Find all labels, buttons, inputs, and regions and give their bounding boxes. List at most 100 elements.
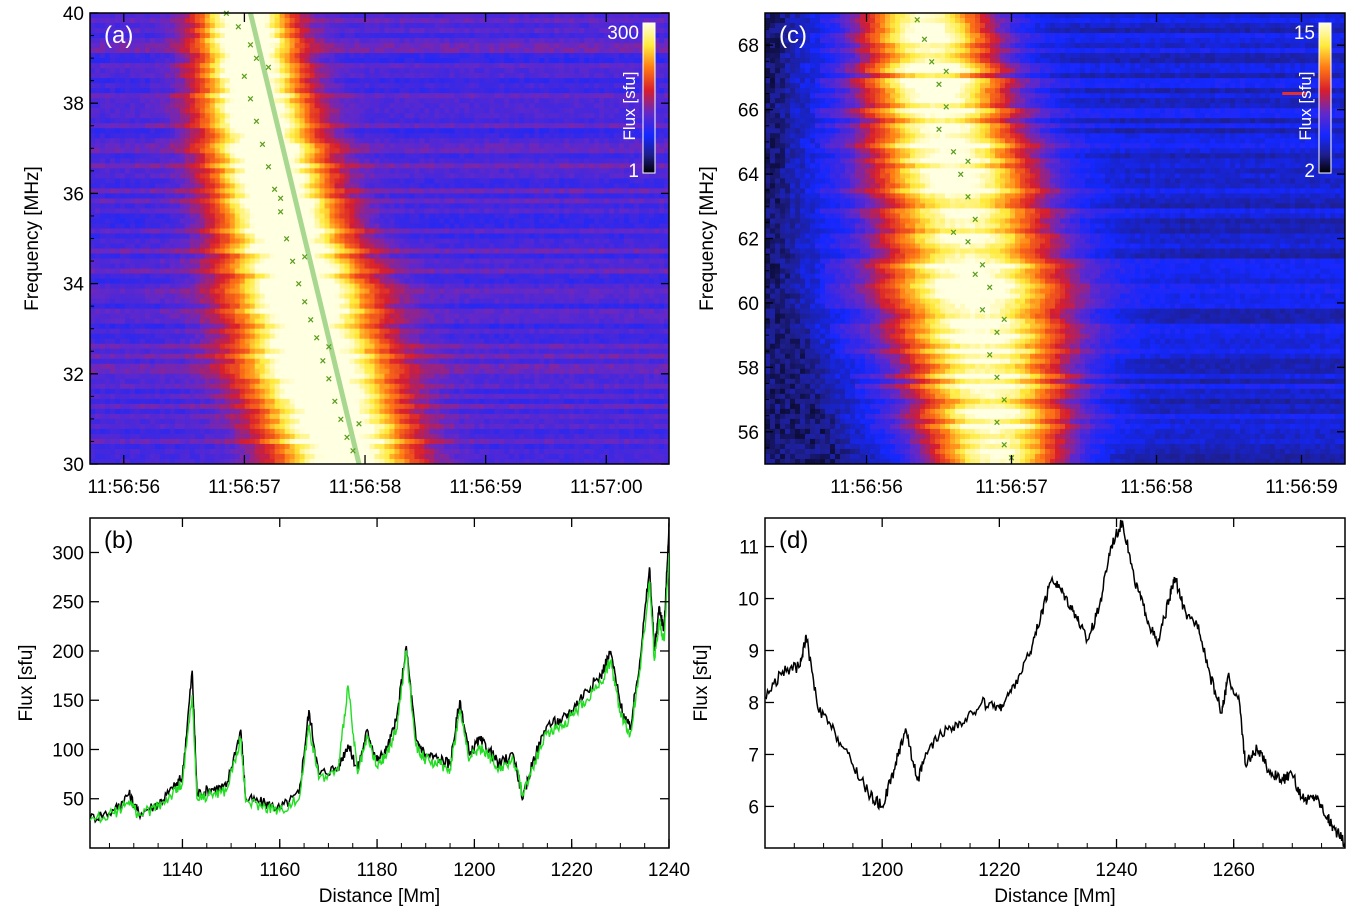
spectrogram-cell <box>309 163 316 169</box>
spectrogram-cell <box>384 43 391 49</box>
spectrogram-cell <box>239 83 246 89</box>
spectrogram-cell <box>639 98 645 104</box>
spectrogram-cell <box>349 143 356 149</box>
spectrogram-cell <box>629 83 635 89</box>
spectrogram-cell <box>559 193 565 200</box>
spectrogram-cell <box>129 123 136 129</box>
spectrogram-cell <box>129 88 136 94</box>
spectrogram-cell <box>554 43 560 49</box>
spectrogram-cell <box>224 23 231 29</box>
spectrogram-cell <box>389 43 396 49</box>
spectrogram-cell <box>384 123 391 129</box>
spectrogram-cell <box>604 218 610 225</box>
spectrogram-cell <box>94 143 101 149</box>
spectrogram-cell <box>564 93 570 99</box>
spectrogram-cell <box>579 148 585 154</box>
spectrogram-cell <box>309 158 316 164</box>
spectrogram-cell <box>224 93 231 99</box>
spectrogram-cell <box>404 213 411 220</box>
spectrogram-cell <box>289 123 296 129</box>
spectrogram-cell <box>214 208 221 215</box>
spectrogram-cell <box>354 78 361 84</box>
spectrogram-cell <box>239 73 246 79</box>
spectrogram-cell <box>319 183 326 189</box>
spectrogram-cell <box>189 103 196 109</box>
spectrogram-cell <box>354 203 361 210</box>
spectrogram-cell <box>659 158 665 164</box>
spectrogram-cell <box>454 168 460 174</box>
spectrogram-cell <box>224 208 231 215</box>
spectrogram-cell <box>139 213 146 220</box>
spectrogram-cell <box>574 43 580 49</box>
spectrogram-cell <box>124 93 131 99</box>
spectrogram-cell <box>234 13 241 19</box>
spectrogram-cell <box>639 158 645 164</box>
spectrogram-cell <box>424 143 431 149</box>
spectrogram-cell <box>424 103 431 109</box>
spectrogram-cell <box>469 138 475 144</box>
spectrogram-cell <box>99 203 106 210</box>
spectrogram-cell <box>234 138 241 144</box>
spectrogram-cell <box>624 98 630 104</box>
spectrogram-cell <box>314 108 321 114</box>
spectrogram-cell <box>119 193 126 200</box>
spectrogram-cell <box>304 93 311 99</box>
spectrogram-cell <box>324 223 331 230</box>
spectrogram-cell <box>349 13 356 19</box>
spectrogram-cell <box>90 13 96 19</box>
spectrogram-cell <box>639 128 645 134</box>
spectrogram-cell <box>244 53 251 59</box>
spectrogram-cell <box>519 123 525 129</box>
spectrogram-cell <box>379 118 386 124</box>
spectrogram-cell <box>554 178 560 184</box>
spectrogram-cell <box>639 183 645 189</box>
spectrogram-cell <box>279 73 286 79</box>
spectrogram-cell <box>544 113 550 119</box>
spectrogram-cell <box>614 93 620 99</box>
spectrogram-cell <box>664 173 669 179</box>
spectrogram-cell <box>189 113 196 119</box>
spectrogram-cell <box>324 173 331 179</box>
spectrogram-cell <box>609 63 615 69</box>
spectrogram-cell <box>109 68 116 74</box>
spectrogram-cell <box>544 218 550 225</box>
spectrogram-cell <box>594 113 600 119</box>
spectrogram-cell <box>474 83 480 89</box>
spectrogram-cell <box>604 33 610 39</box>
spectrogram-cell <box>464 218 470 225</box>
spectrogram-cell <box>459 13 465 19</box>
spectrogram-cell <box>119 213 126 220</box>
spectrogram-cell <box>384 68 391 74</box>
spectrogram-cell <box>94 83 101 89</box>
spectrogram-cell <box>324 78 331 84</box>
spectrogram-cell <box>304 58 311 64</box>
spectrogram-cell <box>424 213 431 220</box>
spectrogram-cell <box>149 218 156 225</box>
spectrogram-cell <box>239 168 246 174</box>
spectrogram-cell <box>359 143 366 149</box>
spectrogram-cell <box>124 43 131 49</box>
spectrogram-cell <box>129 13 136 19</box>
spectrogram-cell <box>664 118 669 124</box>
spectrogram-cell <box>529 83 535 89</box>
spectrogram-cell <box>294 43 301 49</box>
spectrogram-cell <box>594 63 600 69</box>
spectrogram-cell <box>484 168 490 174</box>
spectrogram-cell <box>394 98 401 104</box>
spectrogram-cell <box>379 18 386 24</box>
spectrogram-cell <box>294 53 301 59</box>
spectrogram-cell <box>189 28 196 34</box>
spectrogram-cell <box>619 128 625 134</box>
spectrogram-cell <box>319 63 326 69</box>
spectrogram-cell <box>409 158 416 164</box>
spectrogram-cell <box>244 123 251 129</box>
spectrogram-cell <box>589 73 595 79</box>
spectrogram-cell <box>389 128 396 134</box>
spectrogram-cell <box>534 93 540 99</box>
spectrogram-cell <box>489 173 495 179</box>
spectrogram-cell <box>289 53 296 59</box>
spectrogram-cell <box>464 53 470 59</box>
spectrogram-cell <box>529 13 535 19</box>
spectrogram-cell <box>559 48 565 54</box>
spectrogram-cell <box>374 128 381 134</box>
